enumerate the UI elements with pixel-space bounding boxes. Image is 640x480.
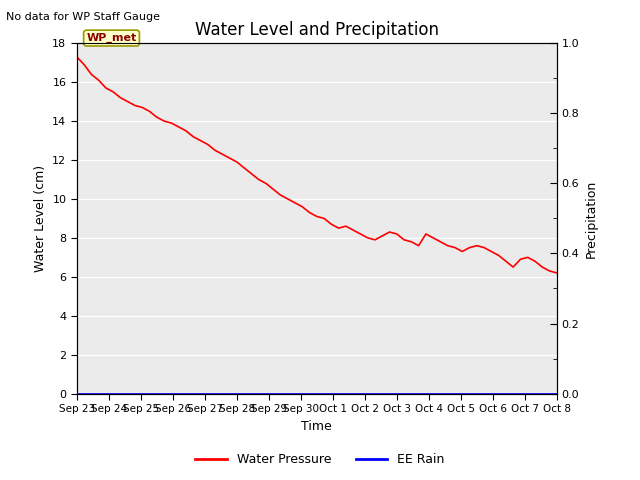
X-axis label: Time: Time <box>301 420 332 432</box>
Legend: Water Pressure, EE Rain: Water Pressure, EE Rain <box>190 448 450 471</box>
Text: WP_met: WP_met <box>86 33 137 43</box>
Text: No data for WP Staff Gauge: No data for WP Staff Gauge <box>6 12 161 22</box>
Y-axis label: Water Level (cm): Water Level (cm) <box>34 165 47 272</box>
Title: Water Level and Precipitation: Water Level and Precipitation <box>195 21 439 39</box>
Y-axis label: Precipitation: Precipitation <box>585 179 598 258</box>
